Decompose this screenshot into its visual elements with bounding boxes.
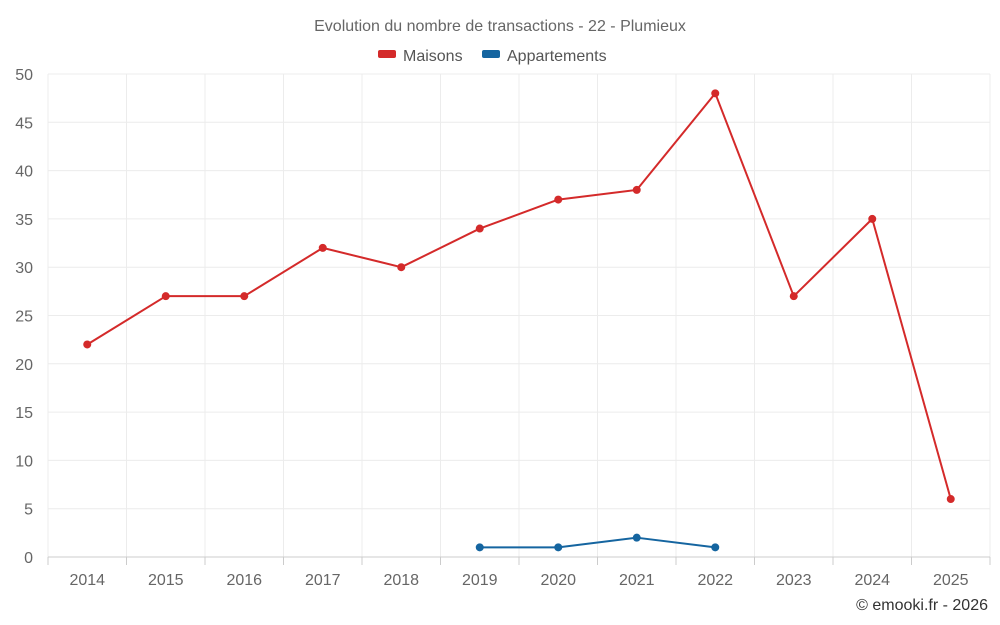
y-tick-label: 25 — [15, 309, 33, 326]
data-point-maisons[interactable] — [475, 224, 484, 233]
series-maisons — [83, 89, 955, 504]
legend-swatch-appartements — [482, 50, 500, 58]
x-tick-label: 2022 — [697, 572, 733, 589]
x-tick-label: 2021 — [619, 572, 655, 589]
series-appartements — [475, 533, 720, 552]
data-point-appartements[interactable] — [554, 543, 563, 552]
data-point-appartements[interactable] — [711, 543, 720, 552]
data-point-maisons[interactable] — [240, 292, 249, 301]
data-point-appartements[interactable] — [475, 543, 484, 552]
credit-text: © emooki.fr - 2026 — [856, 597, 988, 614]
data-point-maisons[interactable] — [318, 243, 327, 252]
y-tick-label: 40 — [15, 164, 33, 181]
series — [83, 89, 955, 552]
x-tick-label: 2024 — [854, 572, 890, 589]
data-point-maisons[interactable] — [83, 340, 92, 349]
legend-label-maisons: Maisons — [403, 48, 463, 65]
series-line-maisons — [86, 92, 952, 500]
x-tick-label: 2025 — [933, 572, 969, 589]
data-point-maisons[interactable] — [711, 89, 720, 98]
y-tick-label: 5 — [24, 502, 33, 519]
x-tick-label: 2016 — [226, 572, 262, 589]
y-tick-label: 10 — [15, 453, 33, 470]
data-point-appartements[interactable] — [632, 533, 641, 542]
data-point-maisons[interactable] — [554, 195, 563, 204]
y-tick-label: 15 — [15, 405, 33, 422]
data-point-maisons[interactable] — [789, 292, 798, 301]
chart-title: Evolution du nombre de transactions - 22… — [314, 18, 686, 35]
series-line-appartements — [479, 536, 716, 549]
y-tick-label: 45 — [15, 115, 33, 132]
legend: Maisons Appartements — [378, 48, 607, 65]
legend-item-appartements[interactable]: Appartements — [482, 48, 607, 65]
y-tick-label: 0 — [24, 550, 33, 567]
data-point-maisons[interactable] — [397, 263, 406, 272]
data-point-maisons[interactable] — [161, 292, 170, 301]
grid — [47, 73, 991, 557]
x-tick-label: 2023 — [776, 572, 812, 589]
legend-swatch-maisons — [378, 50, 396, 58]
x-tick-label: 2014 — [69, 572, 105, 589]
x-tick-label: 2020 — [540, 572, 576, 589]
data-point-maisons[interactable] — [946, 495, 955, 504]
y-tick-label: 20 — [15, 357, 33, 374]
x-tick-label: 2019 — [462, 572, 498, 589]
data-point-maisons[interactable] — [632, 185, 641, 194]
y-tick-label: 30 — [15, 260, 33, 277]
x-tick-label: 2015 — [148, 572, 184, 589]
y-tick-label: 35 — [15, 212, 33, 229]
x-tick-label: 2018 — [383, 572, 419, 589]
legend-label-appartements: Appartements — [507, 48, 607, 65]
y-tick-label: 50 — [15, 67, 33, 84]
x-tick-label: 2017 — [305, 572, 341, 589]
legend-item-maisons[interactable]: Maisons — [378, 48, 463, 65]
data-point-maisons[interactable] — [868, 214, 877, 223]
